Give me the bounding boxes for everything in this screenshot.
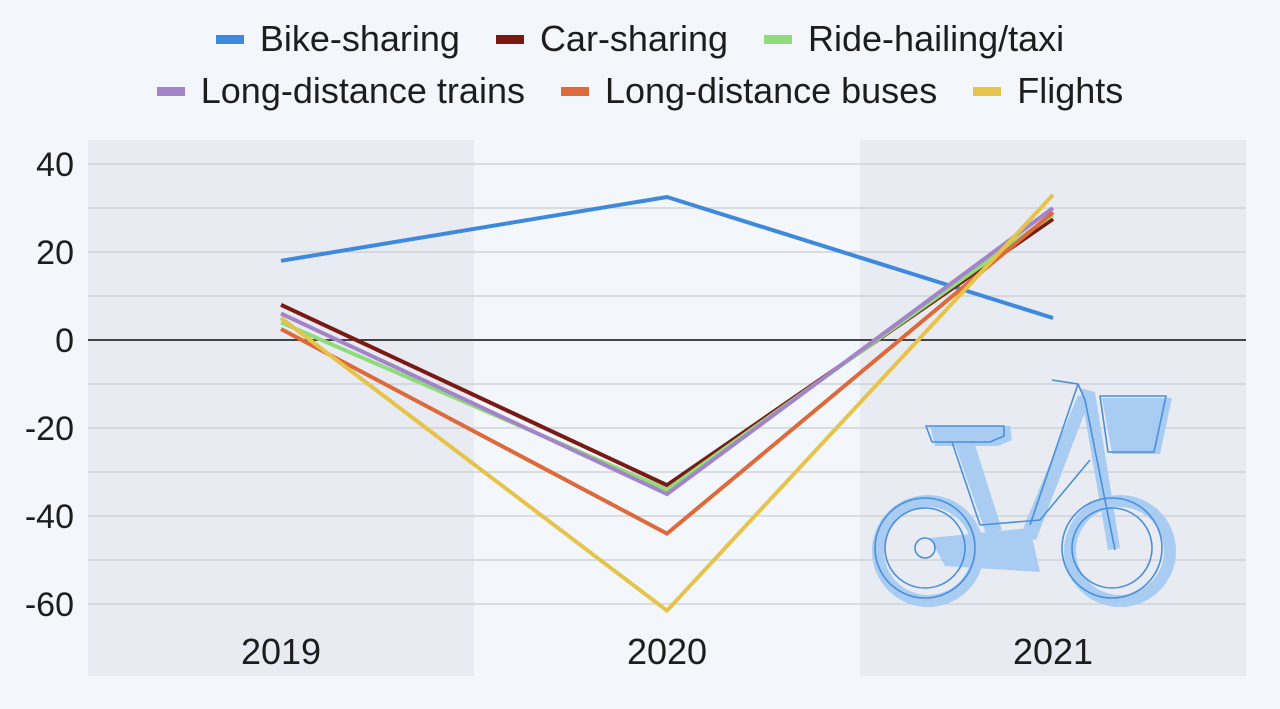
legend-swatch bbox=[973, 86, 1002, 96]
legend-row-1: Bike-sharing Car-sharing Ride-hailing/ta… bbox=[215, 18, 1064, 60]
y-tick-label: -60 bbox=[25, 586, 74, 624]
grid-lines bbox=[88, 163, 1246, 605]
legend-swatch bbox=[560, 86, 589, 96]
legend-item-bike-sharing[interactable]: Bike-sharing bbox=[215, 18, 460, 60]
legend: Bike-sharing Car-sharing Ride-hailing/ta… bbox=[0, 18, 1280, 112]
legend-label: Long-distance trains bbox=[200, 70, 525, 111]
y-tick-label: 40 bbox=[36, 146, 74, 184]
legend-swatch bbox=[156, 86, 185, 96]
y-axis: -60 -40 -20 0 20 40 bbox=[25, 146, 74, 624]
legend-swatch bbox=[215, 34, 244, 44]
category-bands bbox=[88, 140, 1246, 676]
legend-label: Long-distance buses bbox=[604, 70, 938, 111]
legend-item-long-distance-buses[interactable]: Long-distance buses bbox=[560, 70, 938, 112]
y-tick-label: 0 bbox=[55, 322, 74, 360]
series-line-flights bbox=[279, 193, 1055, 614]
legend-item-flights[interactable]: Flights bbox=[973, 70, 1123, 112]
x-axis: 2019 2020 2021 bbox=[241, 631, 1093, 672]
x-tick-label: 2021 bbox=[1013, 631, 1093, 672]
y-tick-label: -40 bbox=[25, 498, 74, 536]
series-lines bbox=[279, 193, 1055, 614]
category-band bbox=[88, 140, 474, 676]
category-band bbox=[860, 140, 1246, 676]
bicycle-illustration-icon bbox=[872, 379, 1176, 607]
legend-item-long-distance-trains[interactable]: Long-distance trains bbox=[156, 70, 525, 112]
x-tick-label: 2020 bbox=[627, 631, 707, 672]
legend-swatch bbox=[764, 34, 793, 44]
series-line-long-distance-trains bbox=[280, 206, 1055, 497]
legend-label: Car-sharing bbox=[539, 18, 729, 59]
category-band bbox=[474, 140, 860, 676]
legend-swatch bbox=[495, 34, 524, 44]
legend-label: Ride-hailing/taxi bbox=[808, 18, 1065, 59]
x-tick-label: 2019 bbox=[241, 631, 321, 672]
legend-label: Bike-sharing bbox=[259, 18, 460, 59]
legend-row-2: Long-distance trains Long-distance buses… bbox=[156, 70, 1123, 112]
legend-label: Flights bbox=[1017, 70, 1124, 111]
series-line-long-distance-buses bbox=[280, 210, 1055, 536]
y-tick-label: 20 bbox=[36, 234, 74, 272]
legend-item-ride-hailing[interactable]: Ride-hailing/taxi bbox=[764, 18, 1064, 60]
y-tick-label: -20 bbox=[25, 410, 74, 448]
series-line-ride-hailing-taxi bbox=[280, 212, 1055, 492]
series-line-bike-sharing bbox=[280, 194, 1054, 320]
legend-item-car-sharing[interactable]: Car-sharing bbox=[495, 18, 729, 60]
